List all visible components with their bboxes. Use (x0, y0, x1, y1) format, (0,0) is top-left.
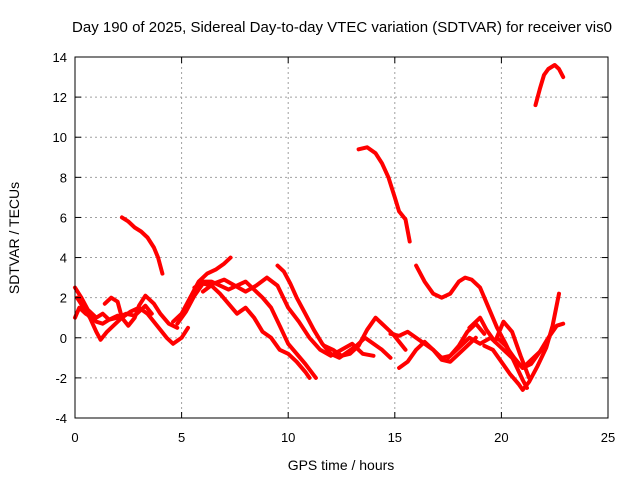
y-tick-label: 6 (60, 210, 67, 225)
y-tick-label: 10 (53, 130, 67, 145)
y-tick-label: 2 (60, 291, 67, 306)
chart-title: Day 190 of 2025, Sidereal Day-to-day VTE… (72, 19, 612, 36)
y-tick-label: 8 (60, 170, 67, 185)
series-line-arc-12 (356, 145, 412, 244)
series-line-arc-5 (119, 215, 165, 276)
series-line-arc-20 (533, 63, 566, 108)
series-line-arc-3 (75, 295, 190, 346)
x-tick-label: 5 (178, 430, 185, 445)
x-tick-label: 15 (388, 430, 402, 445)
y-tick-label: -4 (55, 411, 67, 426)
axes-layer: 0 5 10 15 20 25 -4 -2 0 2 4 6 8 10 12 14 (53, 50, 616, 445)
y-tick-label: 4 (60, 251, 67, 266)
x-tick-label: 20 (494, 430, 508, 445)
y-axis-label: SDTVAR / TECUs (6, 182, 22, 294)
x-axis-label: GPS time / hours (288, 457, 395, 473)
plot-frame (74, 56, 609, 419)
series-layer (73, 63, 566, 392)
series-line-arc-10 (275, 263, 393, 360)
series-line-arc-19 (495, 321, 566, 370)
series-line-arc-7 (175, 281, 312, 380)
y-tick-label: 14 (53, 50, 67, 65)
x-tick-label: 25 (601, 430, 615, 445)
series-line-arc-9 (200, 275, 376, 358)
series-line-arc-17 (467, 315, 532, 380)
grid-layer (75, 57, 608, 418)
y-tick-label: 12 (53, 90, 67, 105)
series-line-arc-2 (73, 285, 120, 322)
y-tick-label: 0 (60, 331, 67, 346)
y-tick-label: -2 (55, 371, 67, 386)
x-tick-label: 10 (281, 430, 295, 445)
series-line-arc-4 (102, 293, 180, 330)
series-line-arc-6 (171, 255, 233, 324)
series-line-arc-11 (322, 315, 408, 358)
x-tick-label: 0 (71, 430, 78, 445)
